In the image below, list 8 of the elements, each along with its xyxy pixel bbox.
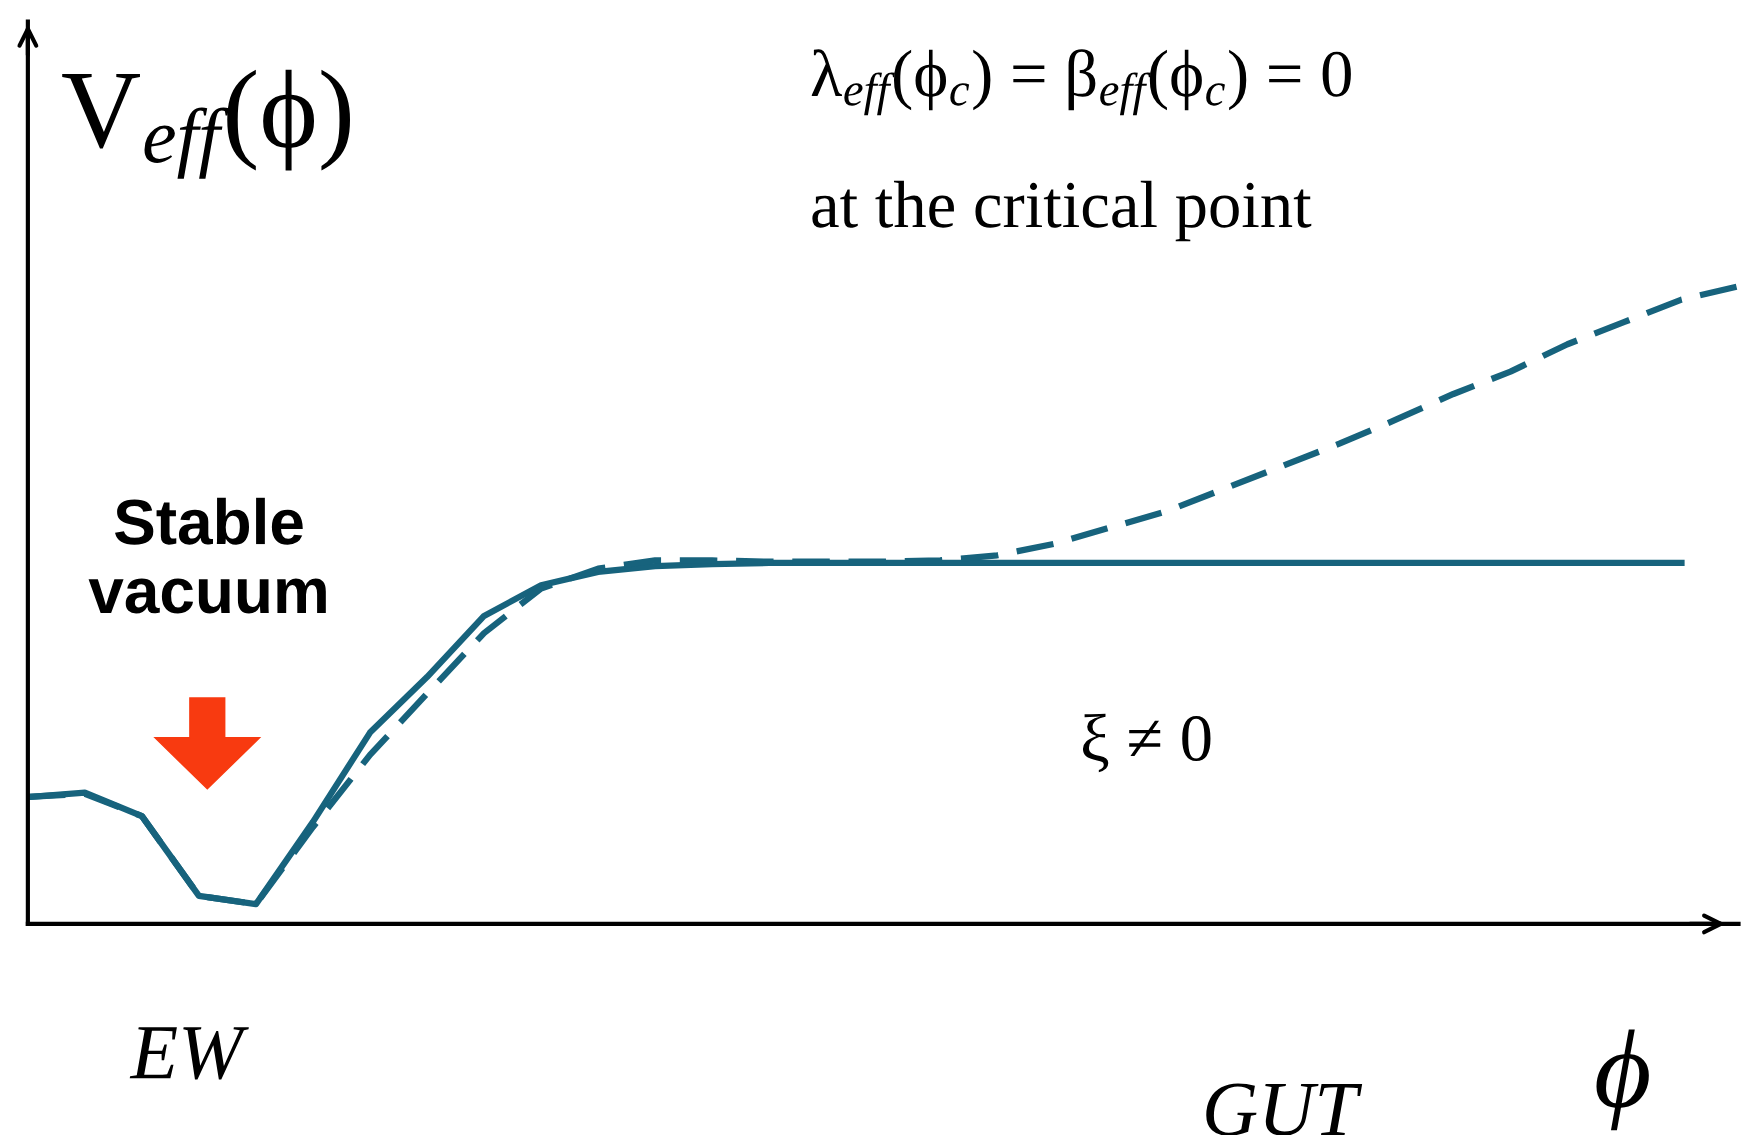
annotation: ξ ≠ 0 [1082, 713, 1211, 773]
text: EW [129, 1027, 249, 1080]
x-axis-title: ϕ [1596, 1029, 1649, 1131]
text: GUT [1206, 1083, 1363, 1135]
y-axis-title: V$_{eff}$(ϕ) [62, 69, 350, 179]
annotation: Stable vacuum [88, 497, 326, 614]
text: λ$_{eff}$(ϕ$_{c}$) = β$_{eff}$(ϕ$_{c}$) = 0 [811, 49, 1351, 116]
text: at the critical point [812, 180, 1312, 242]
